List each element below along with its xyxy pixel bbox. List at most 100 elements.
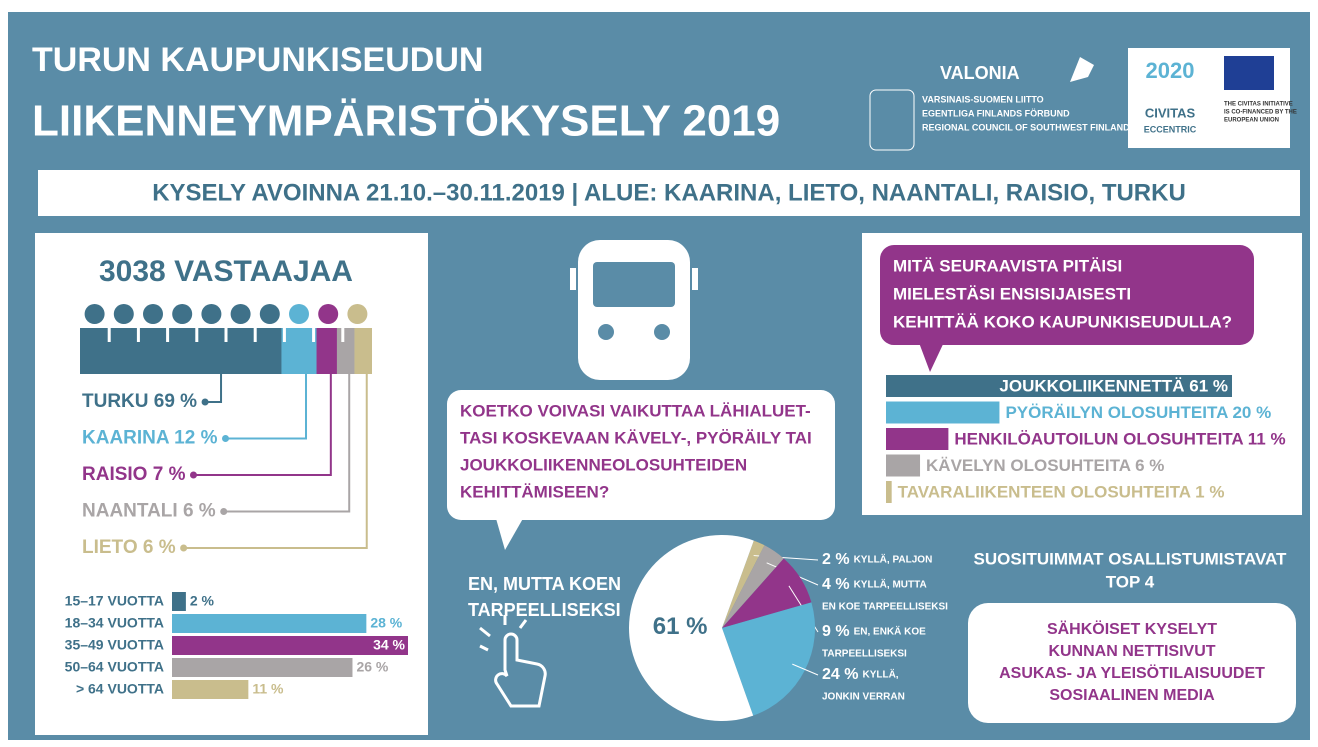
person-head (143, 304, 163, 324)
logo-text: EUROPEAN UNION (1224, 118, 1279, 124)
question-text: MIELESTÄSI ENSISIJAISESTI (893, 284, 1131, 303)
top4-box (968, 603, 1296, 723)
coat-of-arms (869, 89, 915, 151)
logo-text: CIVITAS (1145, 105, 1196, 120)
connector-line (205, 374, 223, 403)
title: LIIKENNEYMPÄRISTÖKYSELY 2019 (32, 97, 780, 146)
age-bar (172, 614, 367, 633)
pie-slice (722, 558, 812, 628)
priority-bar (886, 454, 921, 477)
logo-text: REGIONAL COUNCIL OF SOUTHWEST FINLAND (922, 122, 1130, 132)
pie-desc: EN, MUTTA KOEN (468, 574, 621, 594)
age-group: 15–17 VUOTTA (65, 593, 164, 609)
person-gap (253, 326, 257, 342)
person-head (201, 304, 222, 324)
priority-bar (886, 428, 949, 450)
bus-icon (570, 240, 698, 380)
connector-line (183, 374, 368, 549)
age-bar (172, 636, 408, 655)
logo-text: IS CO-FINANCED BY THE (1224, 110, 1297, 116)
person-gap (136, 326, 140, 342)
person-head (259, 304, 280, 324)
priority-label: PYÖRÄILYN OLOSUHTEITA 20 % (1005, 403, 1271, 422)
person-head (230, 304, 251, 324)
top4-item: ASUKAS- JA YLEISÖTILAISUUDET (999, 663, 1265, 682)
area-label: KAARINA 12 % (82, 428, 218, 449)
person-gap (166, 326, 170, 342)
age-value: 11 % (252, 681, 284, 697)
speech-bubble (447, 390, 835, 520)
pie-value: 61 % (653, 613, 708, 640)
person-gap (107, 326, 111, 342)
area-segment (80, 328, 282, 374)
pie-desc: KYLLÄ, (862, 668, 898, 681)
question-text: KEHITTÄMISEEN? (460, 482, 609, 501)
pie-value: 2 % (822, 551, 850, 568)
age-value: 2 % (190, 593, 215, 609)
age-bar (172, 680, 249, 699)
subtitle: KYSELY AVOINNA 21.10.–30.11.2019 | ALUE:… (152, 179, 1186, 206)
area-segment (316, 328, 337, 374)
age-group: 18–34 VUOTTA (65, 615, 164, 631)
priority-bar (886, 375, 1232, 397)
subtitle-box (38, 170, 1300, 216)
top4-item: SÄHKÖISET KYSELYT (1047, 619, 1217, 638)
respondents-title: 3038 VASTAAJAA (99, 255, 353, 288)
person-gap (224, 326, 228, 342)
person-head (318, 304, 339, 324)
pie-desc: KYLLÄ, MUTTA (854, 578, 927, 591)
person-head (113, 304, 134, 324)
bubble-tail (918, 340, 945, 372)
pie-slice (722, 540, 765, 628)
area-segment (354, 328, 372, 374)
area-label: LIETO 6 % (82, 537, 176, 558)
logo-text: EGENTLIGA FINLANDS FÖRBUND (922, 108, 1070, 118)
top4-item: SOSIAALINEN MEDIA (1049, 687, 1215, 704)
question-text: JOUKKOLIIKENNEOLOSUHTEIDEN (460, 455, 747, 474)
priority-label: TAVARALIIKENTEEN OLOSUHTEITA 1 % (898, 482, 1225, 501)
age-group: 50–64 VUOTTA (65, 659, 164, 675)
connector-line (223, 374, 351, 513)
age-group: > 64 VUOTTA (76, 681, 164, 697)
top4-item: KUNNAN NETTISIVUT (1048, 643, 1215, 660)
logo-text: VARSINAIS-SUOMEN LIITTO (922, 94, 1044, 104)
person-head (289, 304, 309, 324)
priority-bar (886, 481, 892, 503)
top4-title: TOP 4 (1106, 572, 1155, 591)
pie-desc: TARPEELLISEKSI (468, 600, 621, 620)
person-gap (312, 326, 316, 342)
person-head (84, 304, 105, 324)
pie-value: 24 % (822, 666, 858, 683)
question-text: TASI KOSKEVAAN KÄVELY-, PYÖRÄILY TAI (460, 428, 812, 447)
area-label: TURKU 69 % (82, 391, 197, 412)
area-label: RAISIO 7 % (82, 464, 186, 485)
area-segment (281, 328, 317, 374)
logo-leaf (1070, 57, 1094, 82)
priority-bar (886, 401, 1000, 424)
logo-text: 2020 (1146, 58, 1195, 83)
bubble-tail (495, 515, 525, 550)
logo-text: THE CIVITAS INITIATIVE (1224, 102, 1293, 108)
priority-label: KÄVELYN OLOSUHTEITA 6 % (926, 456, 1164, 475)
pie-desc: KYLLÄ, PALJON (854, 553, 933, 566)
hand-icon (479, 615, 547, 708)
logo-text: ECCENTRIC (1144, 124, 1197, 134)
pie-desc: TARPEELLISEKSI (822, 649, 907, 660)
pie-slice (722, 602, 815, 716)
pie-slice (722, 545, 784, 628)
area-label: NAANTALI 6 % (82, 501, 216, 522)
pie-desc: EN, ENKÄ KOE (854, 625, 927, 638)
person-gap (341, 326, 345, 342)
question-text: KOETKO VOIVASI VAIKUTTAA LÄHIALUET- (460, 401, 811, 420)
logo-text: VALONIA (940, 63, 1020, 83)
connector-line (193, 374, 332, 476)
speech-bubble (880, 245, 1254, 345)
priority-label: HENKILÖAUTOILUN OLOSUHTEITA 11 % (954, 429, 1285, 448)
pie-value: 4 % (822, 576, 850, 593)
area-segment (336, 328, 355, 374)
age-value: 26 % (356, 659, 388, 675)
age-value: 34 % (373, 637, 405, 653)
pie-slice (629, 535, 754, 721)
person-gap (195, 326, 199, 342)
